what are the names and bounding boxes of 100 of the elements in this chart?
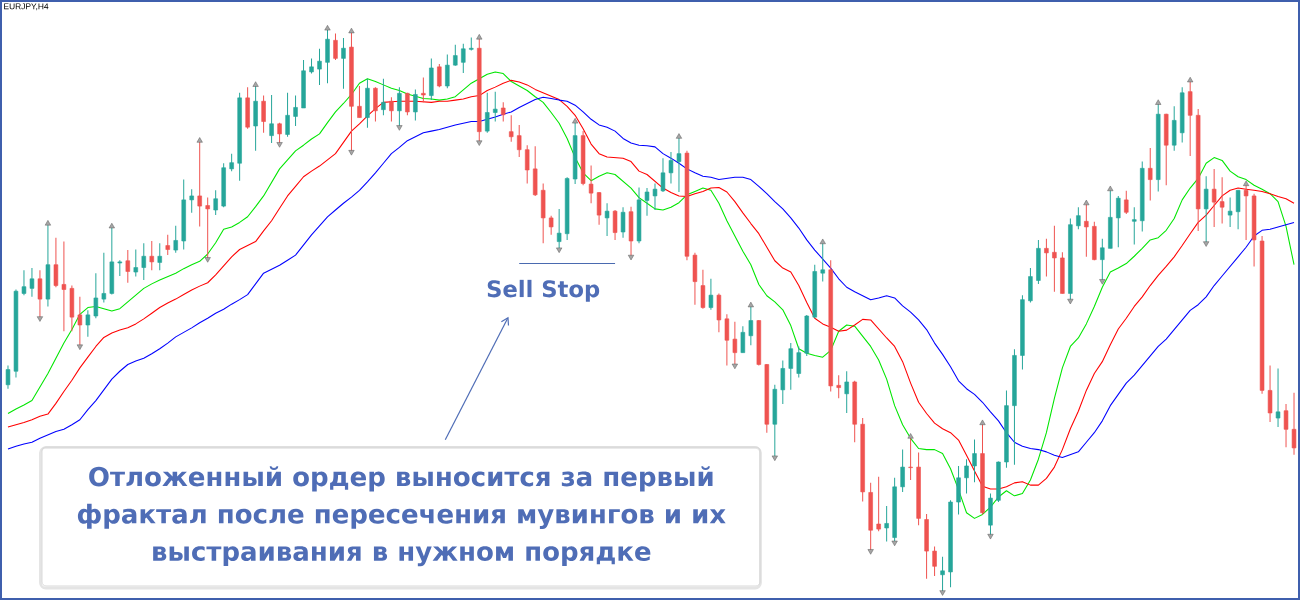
candlestick (1211, 168, 1217, 228)
candlestick (836, 374, 841, 399)
point (731, 363, 738, 370)
candlestick (1283, 403, 1289, 448)
candlestick (413, 88, 418, 121)
candlestick (612, 209, 618, 241)
point (1099, 279, 1106, 285)
candlestick (397, 86, 402, 128)
candlestick (708, 278, 714, 311)
candlestick (261, 95, 266, 134)
candlestick (740, 325, 746, 354)
point (396, 125, 403, 131)
candlestick (501, 101, 506, 123)
candlestick (381, 78, 386, 116)
candlestick (173, 225, 178, 254)
candlestick (668, 151, 674, 185)
candlestick (788, 342, 793, 391)
candlestick (676, 136, 682, 193)
point (44, 220, 51, 226)
point (556, 247, 563, 253)
candlestick (317, 48, 322, 86)
candlestick (149, 240, 154, 271)
point (108, 222, 115, 229)
candlestick (141, 242, 146, 281)
candlestick (453, 44, 458, 67)
candlestick (876, 476, 881, 532)
candlestick (341, 37, 346, 90)
candlestick (660, 157, 666, 193)
candlestick (1052, 225, 1057, 293)
point (348, 27, 355, 34)
candlestick (357, 85, 362, 119)
candlestick (421, 77, 426, 103)
candlestick (93, 272, 99, 319)
point (1203, 241, 1210, 247)
candlestick (516, 124, 522, 158)
candlestick (37, 269, 43, 319)
candlestick (61, 241, 67, 332)
candlestick (133, 248, 139, 278)
point (196, 137, 203, 143)
candlestick (509, 114, 514, 143)
candlestick (325, 28, 330, 84)
candlestick (1076, 206, 1081, 230)
candlestick (125, 249, 131, 284)
point (252, 81, 259, 87)
candlestick (620, 206, 626, 239)
point (771, 455, 778, 461)
candlestick (373, 86, 378, 123)
candlestick (1243, 183, 1249, 241)
candlestick (493, 91, 498, 123)
candlestick (1124, 190, 1129, 215)
chart-title: EURJPY,H4 (4, 3, 49, 11)
candlestick (652, 183, 658, 211)
candlestick (1235, 189, 1241, 230)
candlestick (101, 252, 107, 303)
candlestick (964, 458, 969, 495)
candlestick (1291, 392, 1297, 456)
point (907, 433, 914, 439)
point (747, 301, 754, 308)
candlestick (85, 309, 91, 338)
candlestick (972, 438, 977, 483)
point (628, 254, 635, 261)
candlestick (333, 33, 338, 61)
candlestick (556, 208, 562, 250)
point (819, 238, 826, 244)
candlestick (1132, 206, 1137, 245)
candlestick (1219, 176, 1225, 225)
candlestick (213, 189, 218, 216)
candlestick (940, 556, 945, 593)
point (36, 316, 43, 322)
candlestick (700, 269, 706, 310)
candlestick (596, 191, 602, 226)
candlestick (485, 92, 490, 134)
point (348, 150, 355, 156)
candlestick (205, 197, 210, 260)
point (204, 257, 211, 263)
candlestick (157, 242, 162, 271)
candlestick (293, 95, 298, 127)
point (76, 344, 83, 350)
point (867, 549, 874, 555)
candlestick (5, 365, 11, 390)
candlestick (1148, 147, 1153, 201)
candlestick (644, 187, 650, 217)
candlestick (796, 345, 801, 378)
candlestick (21, 269, 27, 296)
candlestick (53, 237, 59, 288)
candlestick (269, 94, 274, 144)
candlestick (780, 360, 786, 405)
candlestick (820, 241, 825, 283)
candlestick (1267, 365, 1273, 423)
point (891, 540, 898, 547)
point (987, 534, 994, 540)
candlestick (724, 313, 730, 367)
candlestick (932, 546, 937, 577)
candlestick (29, 267, 35, 298)
candlestick (197, 140, 202, 227)
candlestick (1203, 175, 1209, 244)
candlestick (1100, 238, 1105, 282)
point (476, 34, 483, 40)
annotation: Sell Stop (487, 279, 600, 302)
candlestick (165, 234, 170, 256)
